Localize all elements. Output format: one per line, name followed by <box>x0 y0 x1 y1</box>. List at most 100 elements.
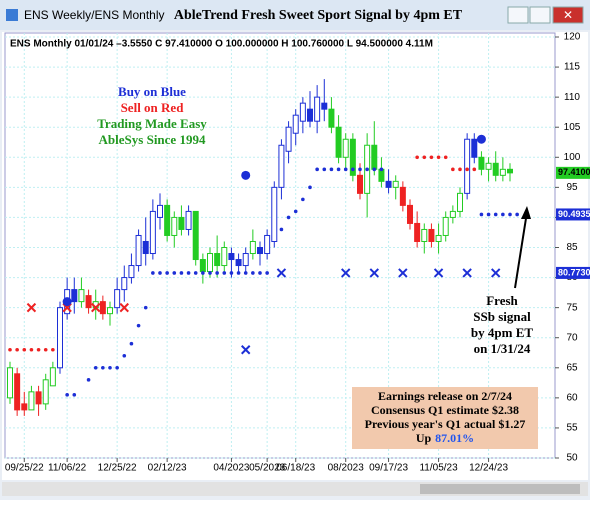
price-label-box <box>556 208 590 221</box>
price-label: 97.4100 <box>558 167 590 177</box>
resistance-dot <box>29 347 34 352</box>
y-tick-label: 55 <box>566 423 578 434</box>
candle-body <box>207 253 213 273</box>
signal-arrowhead <box>521 206 531 219</box>
candle-body <box>314 96 321 122</box>
candle-body <box>464 138 471 194</box>
candle-body <box>71 289 78 303</box>
resistance-dot <box>429 155 434 160</box>
earnings-line: Earnings release on 2/7/24 <box>378 389 512 403</box>
y-tick-label: 100 <box>564 152 581 163</box>
candle-body <box>335 126 342 158</box>
support-dot <box>115 365 119 370</box>
close-button[interactable] <box>552 6 584 24</box>
candle-body <box>421 228 428 242</box>
y-tick-label: 105 <box>564 122 581 133</box>
candle-body <box>342 138 349 158</box>
plot: 5055606570758085909510010511011512009/25… <box>5 32 590 474</box>
x-tick-label: 02/12/23 <box>148 463 187 474</box>
y-tick-label: 110 <box>564 92 580 103</box>
y-tick-label: 85 <box>566 242 578 253</box>
minimize-button[interactable] <box>507 6 529 24</box>
x-tick-label: 12/25/22 <box>98 463 137 474</box>
resistance-dot <box>443 155 448 160</box>
candle-body <box>428 228 435 242</box>
support-dot <box>286 215 291 220</box>
support-dot <box>72 393 77 397</box>
candle-body <box>35 391 42 405</box>
support-dot <box>508 212 512 217</box>
candle-body <box>407 204 413 224</box>
support-dot <box>258 271 262 275</box>
scroll-thumb[interactable] <box>420 484 580 494</box>
x-tick-label: 09/17/23 <box>369 463 408 474</box>
support-dot <box>351 167 355 172</box>
sell-x-marker <box>119 302 129 313</box>
support-dot <box>265 271 269 275</box>
candle-body <box>371 144 378 170</box>
x-tick-label: 12/24/23 <box>469 463 508 474</box>
support-dot <box>236 271 241 275</box>
candle-body <box>485 162 492 170</box>
candle-body <box>392 180 399 188</box>
resistance-dot <box>472 167 477 172</box>
x-tick-label: 08/2023 <box>328 463 365 474</box>
support-dot <box>322 167 327 172</box>
candle-body <box>221 247 228 267</box>
candle-body <box>49 367 56 387</box>
support-dot <box>343 167 348 172</box>
signal-arrow <box>514 211 528 289</box>
title-bar <box>0 0 590 30</box>
buy-x-marker <box>241 345 251 355</box>
candle-body <box>471 138 478 158</box>
candle-body <box>271 186 278 242</box>
candle-body <box>378 168 385 182</box>
candle-body <box>235 259 242 267</box>
legend-text: AbleSys Since 1994 <box>99 132 206 147</box>
y-tick-label: 120 <box>564 32 581 43</box>
candle-body <box>449 210 456 218</box>
y-tick-label: 95 <box>566 182 578 193</box>
sell-x-marker <box>26 302 37 313</box>
support-dot <box>336 167 341 172</box>
legend-text: Buy on Blue <box>118 84 186 99</box>
support-dot <box>315 167 319 172</box>
app-icon <box>6 9 18 21</box>
candle-body <box>285 126 292 152</box>
candle-body <box>185 210 192 230</box>
support-dot <box>279 227 284 232</box>
legend-text: Trading Made Easy <box>97 116 207 131</box>
resistance-dot <box>415 155 419 160</box>
support-dot <box>308 185 312 190</box>
earnings-change: 87.01% <box>435 431 474 445</box>
support-dot <box>179 271 184 275</box>
resistance-dot <box>422 155 427 160</box>
support-dot <box>143 305 148 310</box>
support-dot <box>158 271 162 275</box>
buy-x-marker <box>276 268 287 278</box>
candle-body <box>399 186 406 206</box>
support-dot <box>243 271 248 275</box>
maximize-button[interactable] <box>529 6 551 24</box>
candle-body <box>478 156 485 170</box>
support-dot <box>86 378 91 382</box>
signal-note: Fresh <box>486 293 518 308</box>
candle-body <box>299 102 306 122</box>
candle-body <box>307 108 313 122</box>
x-tick-label: 04/2023 <box>213 463 250 474</box>
candle-body <box>278 144 285 188</box>
support-dot <box>379 167 384 172</box>
resistance-dot <box>22 347 27 352</box>
tab-label[interactable]: ENS Weekly/ENS Monthly <box>24 8 165 22</box>
y-tick-label: 50 <box>566 453 578 464</box>
candle-body <box>107 307 113 315</box>
x-tick-label: 06/18/23 <box>276 463 315 474</box>
candle-body <box>178 216 185 230</box>
candle-body <box>457 192 463 212</box>
y-tick-label: 65 <box>566 362 578 373</box>
support-dot <box>129 341 134 346</box>
earnings-line: Previous year's Q1 actual $1.27 <box>365 417 526 431</box>
earnings-line: Consensus Q1 estimate $2.38 <box>371 403 519 417</box>
x-tick-label: 09/25/22 <box>5 463 44 474</box>
